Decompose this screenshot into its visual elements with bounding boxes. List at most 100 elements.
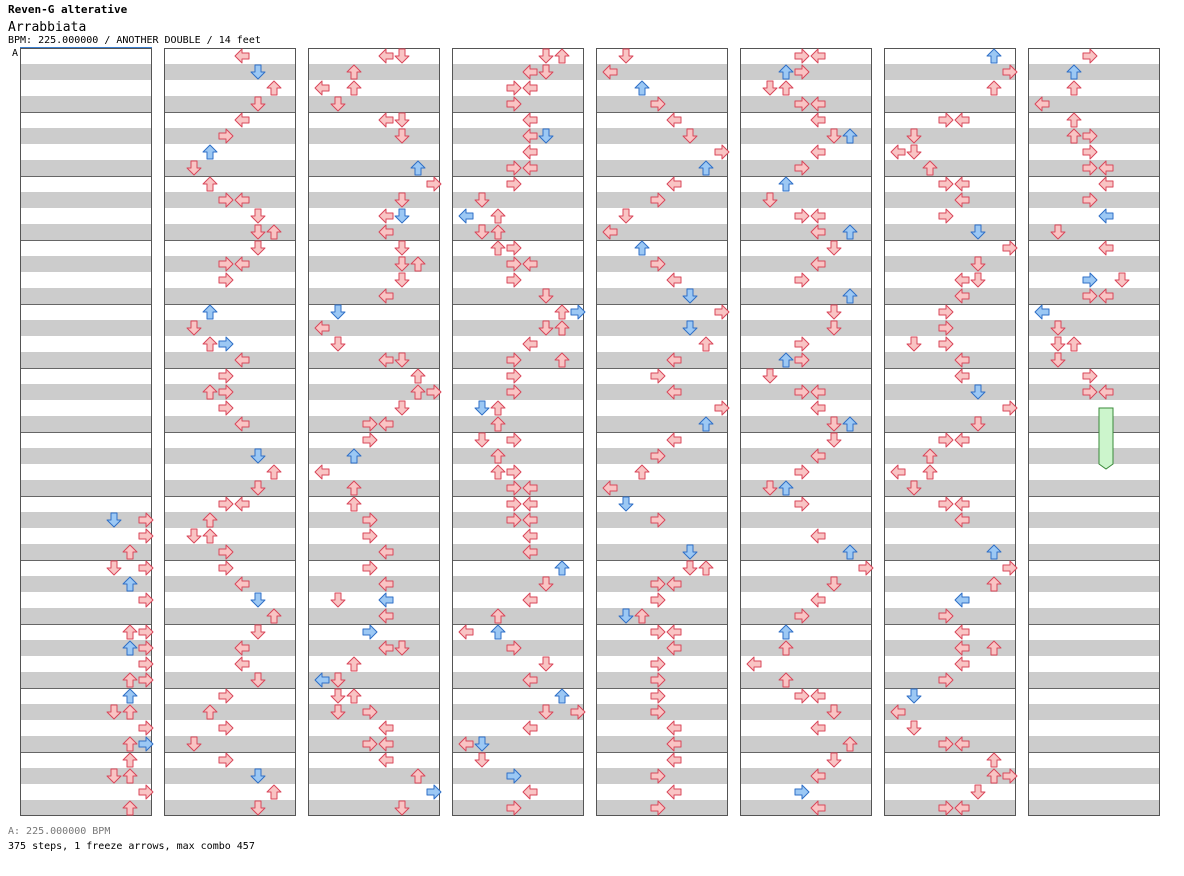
stripe bbox=[1028, 320, 1160, 336]
step-arrow-right bbox=[218, 256, 234, 272]
stripe bbox=[740, 192, 872, 208]
stripe bbox=[20, 288, 152, 304]
chart-column bbox=[740, 48, 872, 816]
freeze-arrow bbox=[1098, 407, 1114, 470]
stripe bbox=[596, 288, 728, 304]
step-arrow-right bbox=[650, 688, 666, 704]
step-arrow-right bbox=[1002, 64, 1018, 80]
step-arrow-down bbox=[618, 208, 634, 224]
stripe bbox=[20, 672, 152, 688]
step-arrow-down bbox=[682, 544, 698, 560]
step-arrow-down bbox=[906, 128, 922, 144]
step-arrow-left bbox=[378, 544, 394, 560]
step-arrow-up bbox=[698, 336, 714, 352]
step-arrow-down bbox=[538, 64, 554, 80]
step-arrow-left bbox=[810, 384, 826, 400]
step-arrow-left bbox=[810, 800, 826, 816]
chart-column bbox=[884, 48, 1016, 816]
step-arrow-down bbox=[106, 560, 122, 576]
step-arrow-left bbox=[954, 368, 970, 384]
step-arrow-up bbox=[986, 768, 1002, 784]
step-arrow-left bbox=[522, 672, 538, 688]
step-arrow-left bbox=[234, 656, 250, 672]
step-arrow-right bbox=[650, 448, 666, 464]
stripe bbox=[452, 576, 584, 592]
stripe bbox=[1028, 800, 1160, 816]
step-stats: 375 steps, 1 freeze arrows, max combo 45… bbox=[8, 841, 255, 852]
step-arrow-left bbox=[378, 752, 394, 768]
step-arrow-down bbox=[906, 720, 922, 736]
step-arrow-up bbox=[778, 176, 794, 192]
step-arrow-up bbox=[490, 448, 506, 464]
stripe bbox=[596, 640, 728, 656]
stripe bbox=[164, 224, 296, 240]
step-arrow-down bbox=[330, 688, 346, 704]
step-arrow-right bbox=[650, 256, 666, 272]
step-arrow-down bbox=[538, 656, 554, 672]
step-arrow-up bbox=[1066, 64, 1082, 80]
stripe bbox=[20, 640, 152, 656]
step-arrow-right bbox=[218, 752, 234, 768]
stripe bbox=[1028, 640, 1160, 656]
step-arrow-right bbox=[650, 592, 666, 608]
step-arrow-down bbox=[762, 480, 778, 496]
step-arrow-down bbox=[394, 192, 410, 208]
step-arrow-left bbox=[378, 112, 394, 128]
step-arrow-left bbox=[1034, 96, 1050, 112]
step-arrow-right bbox=[138, 672, 154, 688]
stripe bbox=[596, 320, 728, 336]
step-arrow-left bbox=[666, 576, 682, 592]
stripe bbox=[20, 768, 152, 784]
step-arrow-left bbox=[234, 192, 250, 208]
step-arrow-right bbox=[714, 400, 730, 416]
step-arrow-down bbox=[618, 608, 634, 624]
step-arrow-left bbox=[666, 736, 682, 752]
step-arrow-right bbox=[426, 384, 442, 400]
step-arrow-right bbox=[794, 96, 810, 112]
column-border bbox=[164, 48, 296, 816]
step-arrow-left bbox=[234, 640, 250, 656]
stripe bbox=[452, 448, 584, 464]
stripe bbox=[164, 416, 296, 432]
step-arrow-up bbox=[986, 544, 1002, 560]
step-arrow-left bbox=[666, 720, 682, 736]
step-arrow-right bbox=[794, 336, 810, 352]
stripe bbox=[884, 128, 1016, 144]
step-arrow-down bbox=[906, 480, 922, 496]
step-arrow-down bbox=[186, 528, 202, 544]
stripe bbox=[1028, 576, 1160, 592]
step-arrow-right bbox=[138, 640, 154, 656]
bpm-section-marker: A bbox=[12, 48, 19, 59]
step-arrow-right bbox=[506, 800, 522, 816]
stripe bbox=[164, 512, 296, 528]
step-arrow-left bbox=[954, 288, 970, 304]
step-arrow-left bbox=[234, 48, 250, 64]
step-arrow-up bbox=[202, 336, 218, 352]
step-arrow-left bbox=[378, 640, 394, 656]
step-arrow-up bbox=[554, 352, 570, 368]
step-arrow-up bbox=[698, 160, 714, 176]
step-arrow-down bbox=[1050, 224, 1066, 240]
stripe bbox=[1028, 352, 1160, 368]
step-arrow-right bbox=[858, 560, 874, 576]
step-arrow-right bbox=[1082, 368, 1098, 384]
step-arrow-right bbox=[794, 64, 810, 80]
stripe bbox=[884, 416, 1016, 432]
step-arrow-right bbox=[218, 688, 234, 704]
step-arrow-right bbox=[650, 192, 666, 208]
step-arrow-right bbox=[218, 128, 234, 144]
step-arrow-left bbox=[522, 480, 538, 496]
step-arrow-up bbox=[986, 80, 1002, 96]
step-arrow-up bbox=[634, 240, 650, 256]
step-arrow-up bbox=[410, 256, 426, 272]
step-arrow-up bbox=[202, 512, 218, 528]
step-arrow-down bbox=[1050, 336, 1066, 352]
step-arrow-left bbox=[666, 112, 682, 128]
step-arrow-left bbox=[1034, 304, 1050, 320]
step-arrow-up bbox=[922, 448, 938, 464]
step-arrow-down bbox=[394, 400, 410, 416]
step-arrow-right bbox=[650, 624, 666, 640]
step-arrow-left bbox=[314, 464, 330, 480]
step-arrow-left bbox=[666, 272, 682, 288]
stripe bbox=[884, 64, 1016, 80]
